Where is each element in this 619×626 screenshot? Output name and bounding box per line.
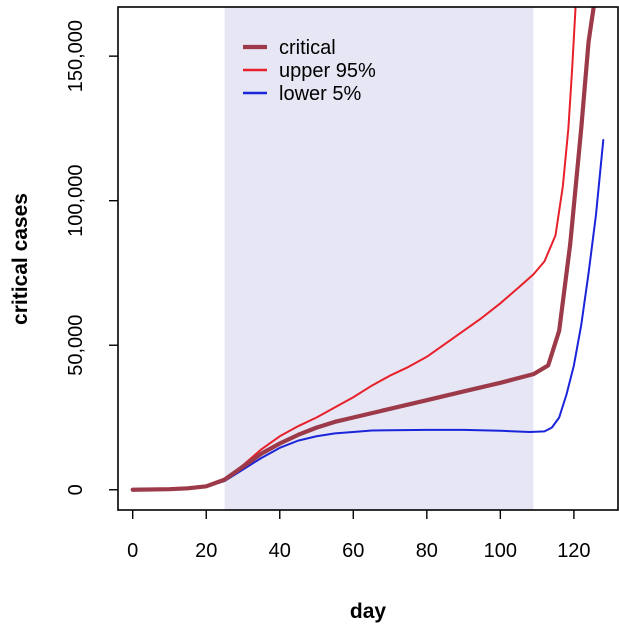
x-tick-label: 100 <box>484 540 517 562</box>
shaded-period <box>224 7 534 510</box>
x-tick-label: 40 <box>269 540 291 562</box>
x-tick-label: 120 <box>557 540 590 562</box>
x-tick-label: 80 <box>416 540 438 562</box>
series-line-critical <box>130 7 596 492</box>
plot-frame <box>117 6 619 511</box>
x-tick-label: 0 <box>127 540 138 562</box>
x-tick-label: 60 <box>342 540 364 562</box>
x-axis: 0 20 40 60 80 100 120 <box>127 510 591 562</box>
legend-label: critical <box>279 37 336 59</box>
x-axis-title: day <box>350 600 387 623</box>
y-tick-label: 150,000 <box>65 20 87 92</box>
y-tick-label: 100,000 <box>65 165 87 237</box>
x-tick-label: 20 <box>195 540 217 562</box>
y-axis: 0 50,000 100,000 150,000 <box>65 20 118 495</box>
y-tick-label: 0 <box>65 484 87 495</box>
legend-label: lower 5% <box>279 83 361 105</box>
y-tick-label: 50,000 <box>65 315 87 376</box>
y-axis-title: critical cases <box>9 193 32 325</box>
legend-label: upper 95% <box>279 60 376 82</box>
